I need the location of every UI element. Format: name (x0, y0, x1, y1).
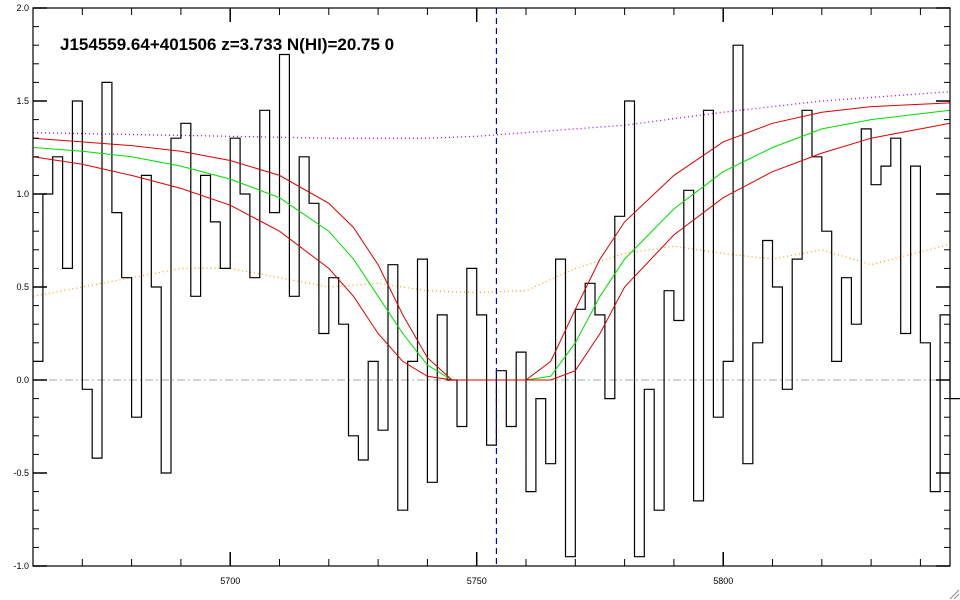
series-layer (32, 44, 960, 558)
x-tick-label: 5800 (713, 576, 733, 586)
x-tick-label: 5750 (467, 576, 487, 586)
model-lower-line (32, 122, 951, 381)
y-tick-label: 0.0 (16, 375, 29, 385)
y-tick-label: 2.0 (16, 3, 29, 13)
plot-frame (32, 7, 951, 567)
y-tick-label: 1.0 (16, 189, 29, 199)
y-tick-label: 1.5 (16, 96, 29, 106)
flux-step-line (33, 44, 960, 558)
chart-title: J154559.64+401506 z=3.733 N(HI)=20.75 0 (60, 35, 394, 54)
tick-labels: -1.0 -0.5 0.0 0.5 1.0 1.5 2.0 5700 5750 5800 (13, 3, 733, 586)
x-tick-label: 5700 (220, 576, 240, 586)
continuum-line (32, 91, 951, 139)
y-tick-label: -1.0 (13, 561, 29, 571)
resize-grip-icon[interactable] (948, 588, 960, 600)
y-tick-label: 0.5 (16, 282, 29, 292)
y-tick-label: -0.5 (13, 468, 29, 478)
